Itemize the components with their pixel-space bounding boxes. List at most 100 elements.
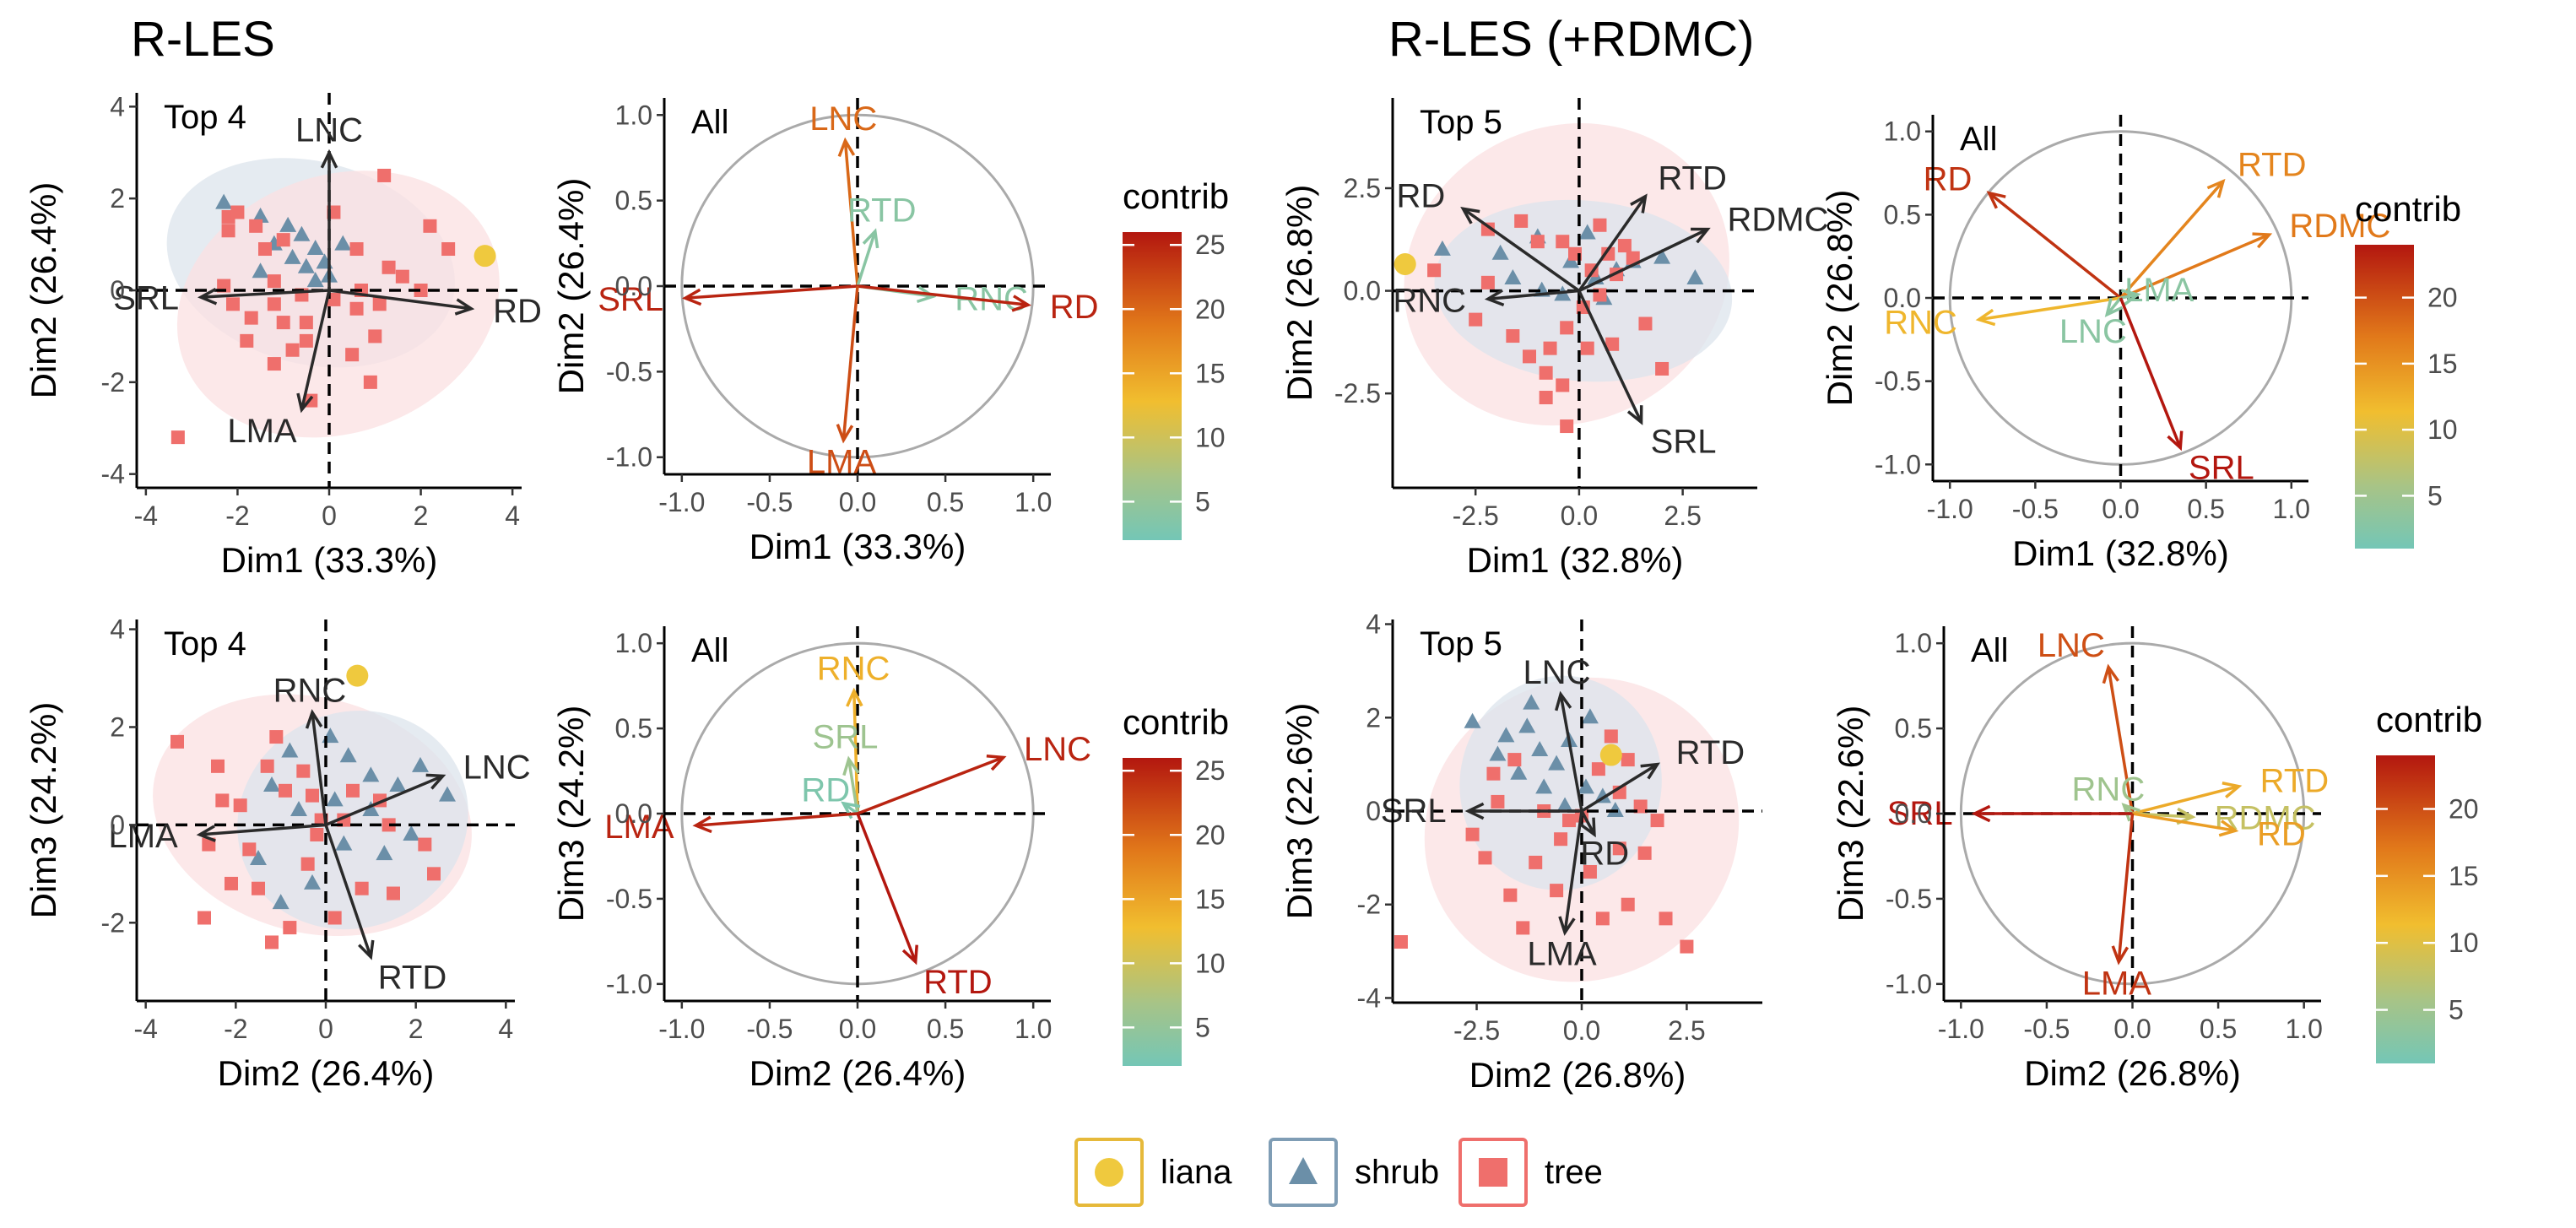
point-tree: [300, 857, 315, 871]
arrow-label-LMA: LMA: [2082, 965, 2152, 1002]
arrow-label-RTD: RTD: [378, 959, 446, 996]
x-tick-label: 2: [409, 1014, 424, 1044]
arrow-LMA: [199, 823, 327, 836]
arrow-RNC: [852, 690, 859, 814]
x-tick-label: -2.5: [1453, 1015, 1500, 1046]
point-tree: [345, 348, 360, 362]
point-shrub: [376, 845, 393, 861]
arrow-RNC: [1487, 289, 1580, 301]
colorbar-tick-label: 20: [1195, 820, 1226, 850]
arrowhead-SRL: [1971, 804, 1991, 823]
colorbar-tick-label: 20: [2427, 283, 2458, 313]
point-tree: [1543, 341, 1557, 355]
y-tick-label: -2: [101, 907, 125, 938]
point-tree: [363, 375, 377, 389]
arrowhead-RD: [1460, 206, 1480, 225]
point-shrub: [339, 747, 357, 763]
arrow-label-RTD: RTD: [1658, 160, 1726, 197]
x-tick-label: -0.5: [746, 1014, 793, 1044]
point-tree: [441, 242, 456, 257]
arrow-LNC: [843, 140, 859, 287]
point-shrub: [1548, 755, 1566, 771]
point-tree: [265, 935, 279, 949]
x-tick-label: -4: [134, 500, 158, 531]
arrowhead-RTD: [862, 228, 879, 249]
point-shrub: [412, 756, 429, 772]
point-tree: [1554, 832, 1568, 847]
y-tick-label: 0.5: [1884, 199, 1921, 230]
point-shrub: [290, 801, 307, 816]
y-tick-label: -4: [101, 459, 125, 490]
point-tree: [1655, 361, 1670, 376]
arrowhead-SRL: [681, 288, 702, 306]
shape-legend: liana shrub tree: [1074, 1138, 1603, 1207]
arrow-label-RTD: RTD: [1676, 734, 1745, 771]
point-tree: [249, 219, 263, 233]
arrowhead-SRL: [842, 755, 860, 776]
arrow-RNC: [1978, 296, 2121, 322]
point-shrub: [306, 240, 324, 256]
arrowhead-LNC: [1555, 690, 1572, 711]
y-tick-label: -0.5: [1886, 884, 1932, 914]
point-tree: [276, 316, 290, 330]
arrow-label-LNC: LNC: [2038, 627, 2105, 664]
arrowhead-RD: [2218, 820, 2239, 837]
point-shrub: [252, 262, 269, 279]
point-tree: [1478, 851, 1492, 865]
point-tree: [1556, 378, 1570, 392]
arrow-label-RTD: RTD: [847, 192, 916, 229]
point-liana: [474, 245, 496, 268]
y-tick-label: -0.5: [606, 884, 652, 914]
colorbar-title: contrib: [2376, 700, 2482, 739]
point-shrub: [1433, 240, 1451, 256]
y-axis-label: Dim2 (26.4%): [551, 178, 591, 395]
colorbar-title: contrib: [2355, 189, 2461, 229]
arrowhead-RNC: [846, 687, 863, 707]
point-tree: [244, 311, 258, 325]
arrowhead-LMA: [692, 815, 712, 834]
arrow-label-RNC: RNC: [2072, 771, 2146, 809]
arrow-LNC: [857, 755, 1004, 815]
y-tick-label: 2: [1366, 702, 1381, 733]
arrow-label-LNC: LNC: [2059, 313, 2127, 350]
x-axis-label: Dim2 (26.4%): [750, 1053, 966, 1093]
arrow-label-SRL: SRL: [1651, 424, 1717, 461]
point-shrub: [1535, 778, 1553, 794]
point-tree: [1480, 222, 1495, 236]
point-shrub: [1577, 778, 1594, 794]
colorbar-gradient: [2355, 245, 2414, 549]
arrowhead-SRL: [2167, 430, 2184, 452]
arrow-label-SRL: SRL: [113, 280, 179, 317]
point-tree: [427, 867, 441, 881]
point-tree: [1621, 753, 1635, 767]
x-tick-label: 0.5: [927, 1014, 964, 1044]
point-shrub: [439, 786, 456, 802]
point-tree: [1604, 729, 1618, 744]
point-tree: [1601, 246, 1615, 261]
point-tree: [299, 333, 313, 348]
panel-p5: RNC LMA LNC RTD -4 -2 0 2 4 -2 0 2 4 Top 4 Dim2 (26.4%…: [24, 614, 531, 1093]
arrow-label-SRL: SRL: [598, 281, 663, 318]
legend-marker-liana: [1095, 1158, 1123, 1187]
x-axis-label: Dim1 (32.8%): [2012, 533, 2229, 573]
panel-subtitle: Top 4: [164, 625, 246, 663]
arrowhead-RTD: [1640, 762, 1660, 780]
point-shrub: [306, 272, 324, 288]
arrow-label-RD: RD: [801, 772, 850, 809]
point-tree: [327, 911, 342, 925]
arrow-RTD: [856, 230, 877, 287]
point-tree: [1503, 888, 1518, 902]
colorbar-tick-label: 5: [2449, 995, 2464, 1025]
colorbar-title: contrib: [1123, 702, 1229, 742]
y-tick-label: 4: [110, 614, 125, 645]
arrowhead-RD: [454, 298, 475, 316]
colorbar-tick-label: 15: [2427, 349, 2458, 379]
point-tree: [1480, 275, 1495, 289]
point-tree: [387, 886, 400, 901]
y-tick-label: 0: [1366, 796, 1381, 826]
y-tick-label: 2.5: [1344, 173, 1381, 203]
y-tick-label: -0.5: [1875, 366, 1921, 397]
arrowhead-LNC: [2104, 297, 2124, 317]
arrowhead-LMA: [2120, 289, 2141, 306]
